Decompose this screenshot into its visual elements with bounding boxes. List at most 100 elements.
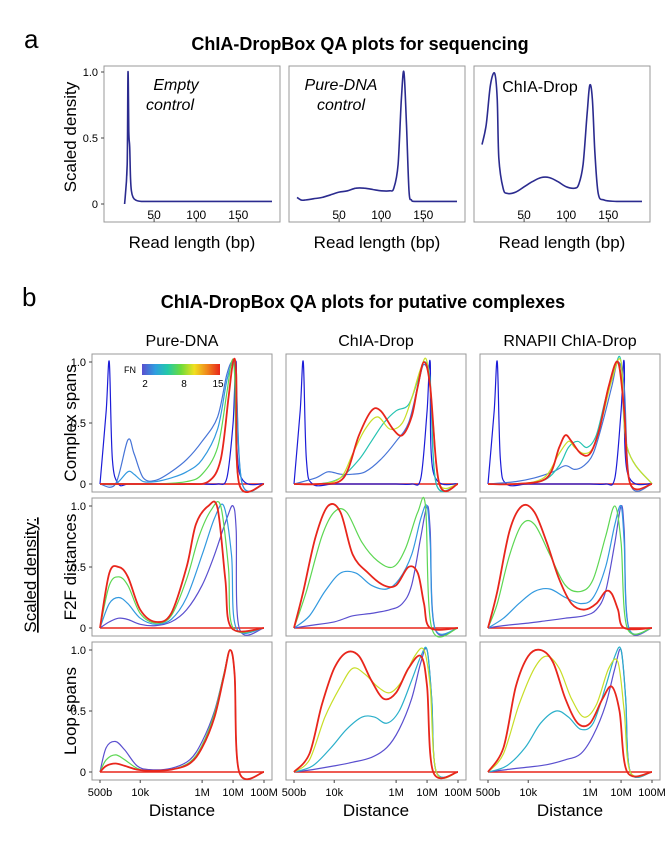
y-tick-label: 0.5 [71,706,86,718]
panel-b-chart [479,497,661,637]
series-line-fn-4 [99,503,265,634]
x-tick-label: 500b [476,787,500,799]
panel-b-plots: Pure-DNA ChIA-Drop RNAPII ChIA-Drop Complex… [61,333,666,820]
series-line-fn-3 [487,361,653,492]
x-tick-label: 10M [416,787,437,799]
series-line-fn-2 [487,505,653,636]
row-title: F2F distances [61,514,80,621]
legend-min: 2 [142,379,148,390]
x-axis-label: Read length (bp) [314,233,441,252]
y-tick-label: 0.5 [71,418,86,430]
x-tick-label: 100M [638,787,666,799]
x-axis-label: Distance [149,801,215,820]
plot-frame [285,641,467,781]
panel-a-chart: 50 100 150 ChIA-Drop Read length (bp) [473,65,651,252]
x-axis-label: Read length (bp) [499,233,626,252]
panel-b-chart [479,353,661,493]
x-tick-label: 500b [88,787,112,799]
legend-title: FN [124,365,136,375]
x-axis-label: Read length (bp) [129,233,256,252]
column-title: RNAPII ChIA-Drop [503,333,636,350]
x-axis-label: Distance [343,801,409,820]
x-tick-label: 100M [444,787,472,799]
row-title: Loop spans [61,667,80,755]
x-tick-label: 150 [413,208,433,222]
panel-a-chart: 0 0.5 1.0 50 100 150 Empty control Read length (… [83,65,281,252]
row-title: Complex spans [61,364,80,481]
x-tick-label: 100 [371,208,391,222]
plot-title-line2: control [317,97,365,114]
series-line-fn-2 [99,505,265,636]
x-tick-label: 10M [222,787,243,799]
series-line-fn-10 [487,655,653,778]
column-title: Pure-DNA [146,333,219,350]
x-tick-label: 50 [517,208,531,222]
series-line-fn-8 [487,505,653,635]
x-tick-label: 150 [228,208,248,222]
panel-a-chart: 50 100 150 Pure-DNA control Read length (bp) [288,65,466,252]
x-tick-label: 100M [250,787,278,799]
plot-title-line2: control [146,97,194,114]
y-tick-label: 0 [80,767,86,779]
x-tick-label: 10M [610,787,631,799]
panel-b-letter: b [22,282,36,312]
plot-frame [473,65,651,223]
series-line [296,70,457,203]
panel-b-chart: 500b 10k 1M 10M 100M Distance [476,641,666,820]
series-line-fn-10 [293,647,459,779]
x-tick-label: 1M [582,787,597,799]
series-line-fn-8 [99,501,265,634]
plot-title-line1: Pure-DNA [305,77,378,94]
y-tick-label: 1.0 [71,645,86,657]
series-line-fn-5 [293,646,459,778]
x-tick-label: 10k [519,787,537,799]
y-tick-label: 1.0 [71,357,86,369]
legend-max: 15 [212,379,224,390]
panel-b-chart: 500b 10k 1M 10M 100M Distance [282,641,472,820]
series-line-fn-15 [99,500,265,633]
y-tick-label: 0.5 [71,562,86,574]
plot-title: ChIA-Drop [502,79,578,96]
series-line-fn-15 [99,649,265,781]
series-line-fn-8 [293,496,459,638]
series-line-fn-15 [293,361,459,493]
plot-frame [91,353,273,493]
legend-colorbar [142,364,220,375]
panel-b-chart: 0 0.5 1.0 [71,497,273,637]
x-tick-label: 10k [131,787,149,799]
y-tick-label: 0 [80,479,86,491]
panel-a-title: ChIA-DropBox QA plots for sequencing [191,34,528,54]
plot-frame [285,353,467,493]
series-line-fn-15 [293,650,459,780]
series-line-fn-10 [487,358,653,486]
panel-b-side-label: Scaled density: [21,517,40,632]
x-tick-label: 1M [388,787,403,799]
series-line-fn-2 [293,359,459,487]
plot-frame [288,65,466,223]
y-tick-label: 1.0 [71,501,86,513]
column-title: ChIA-Drop [338,333,414,350]
panel-b-chart: 0 0.5 1.0 FN 2 8 15 [71,353,273,493]
x-tick-label: 150 [598,208,618,222]
series-line [481,72,643,203]
x-axis-label: Distance [537,801,603,820]
series-line-fn-15 [293,503,459,631]
y-tick-label: 0.5 [83,133,98,145]
panel-b-chart [285,353,467,493]
x-tick-label: 500b [282,787,306,799]
y-tick-label: 1.0 [83,67,98,79]
plot-frame [91,641,273,781]
y-tick-label: 0 [80,623,86,635]
series-line-fn-2 [293,505,459,636]
series-line-fn-15 [487,648,653,778]
x-tick-label: 1M [194,787,209,799]
x-tick-label: 10k [325,787,343,799]
series-line-fn-4 [293,504,459,635]
y-tick-label: 0 [92,199,98,211]
series-line-fn-4 [487,504,653,635]
plot-title-line1: Empty [153,77,199,94]
plot-frame [91,497,273,637]
panel-a-plots: 0 0.5 1.0 50 100 150 Empty control Read length (… [83,65,651,252]
x-tick-label: 50 [332,208,346,222]
